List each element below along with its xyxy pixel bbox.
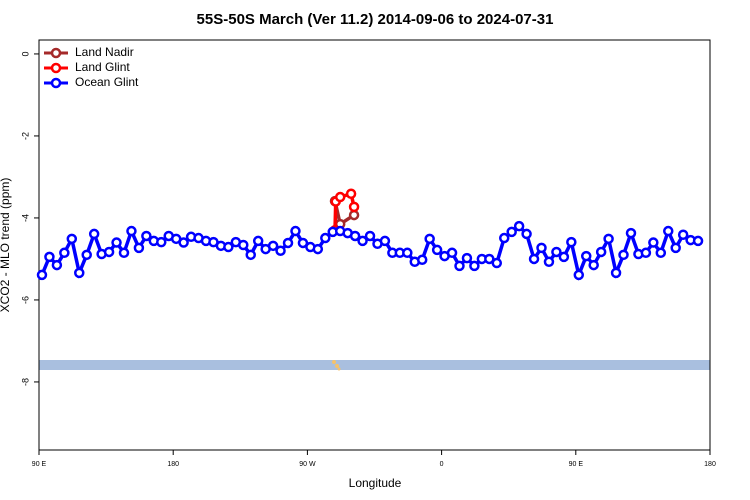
data-point [498,232,510,244]
data-point [484,253,495,265]
data-point [349,230,361,242]
data-point [469,260,480,272]
data-point [245,249,256,261]
data-point [536,242,547,254]
data-point [51,259,63,271]
data-point [566,236,577,248]
data-point [446,247,458,259]
data-point [357,235,368,247]
y-tick-label: 0 [20,51,30,56]
data-point [655,247,667,259]
data-point [88,228,100,240]
data-point [573,269,585,281]
data-point [625,227,637,239]
data-point [603,233,614,245]
data-point [74,267,85,279]
data-point [379,235,391,247]
chart-title: 55S-50S March (Ver 11.2) 2014-09-06 to 2… [197,11,554,28]
plot-frame [38,39,711,451]
y-tick-label: -6 [20,296,30,304]
x-tick-label: 90 E [569,461,584,468]
land-mask-band [39,360,710,370]
land-mask-dot [335,364,339,368]
data-point [521,228,532,240]
data-point [36,269,48,281]
legend-label: Land Nadir [75,45,134,59]
data-point [178,237,189,248]
data-point [267,240,279,252]
data-point [141,230,152,242]
x-tick-label: 90 E [32,461,47,468]
data-point [610,267,622,279]
y-tick-label: -2 [20,132,30,140]
data-point [223,241,234,253]
data-point [312,243,324,255]
data-point [580,250,592,262]
data-point [558,251,570,263]
data-point [118,247,130,259]
legend-label: Ocean Glint [75,75,139,89]
data-point [275,245,286,256]
legend-label: Land Glint [75,60,130,74]
data-point [595,246,607,258]
land-mask-dot [337,367,341,371]
legend-marker [50,47,62,59]
data-point [282,237,294,249]
data-point [431,244,443,256]
data-point [238,239,249,251]
x-tick-label: 0 [440,461,444,468]
data-point [662,225,674,237]
land-mask-dot [332,360,336,364]
data-point [44,251,55,263]
data-point [133,242,145,254]
data-point [454,260,465,272]
data-point [59,247,70,259]
legend-marker [50,62,62,74]
data-point [320,232,331,244]
y-tick-label: -8 [20,378,30,386]
data-point [424,233,435,245]
data-point [491,257,503,269]
data-point [334,191,346,203]
data-point [66,233,78,245]
data-point [402,247,413,259]
data-point [528,253,540,265]
data-point [640,247,652,259]
y-tick-label: -4 [20,214,30,222]
data-point [290,225,301,237]
data-point [111,237,122,248]
legend-marker [50,77,62,89]
data-point [416,254,428,266]
data-point [345,188,357,199]
y-axis-label: XCO2 - MLO trend (ppm) [0,178,12,313]
data-point [81,249,92,261]
data-point [670,242,681,254]
data-point [156,236,167,248]
data-point [692,235,704,247]
data-point [461,252,473,264]
data-point [513,220,525,232]
data-point [588,259,599,271]
data-point [677,229,689,240]
data-point [348,201,360,213]
x-axis-label: Longitude [349,476,402,490]
data-point [348,209,360,221]
data-point [551,246,562,258]
x-tick-label: 180 [704,461,716,468]
data-point [126,225,137,237]
data-point [618,249,629,261]
data-point [364,230,376,242]
data-point [297,237,309,249]
data-point [103,246,115,258]
data-point [648,237,659,248]
data-point [543,256,555,268]
data-point [506,226,517,238]
data-point [252,235,264,247]
x-tick-label: 180 [167,461,179,468]
x-tick-label: 90 W [299,461,316,468]
